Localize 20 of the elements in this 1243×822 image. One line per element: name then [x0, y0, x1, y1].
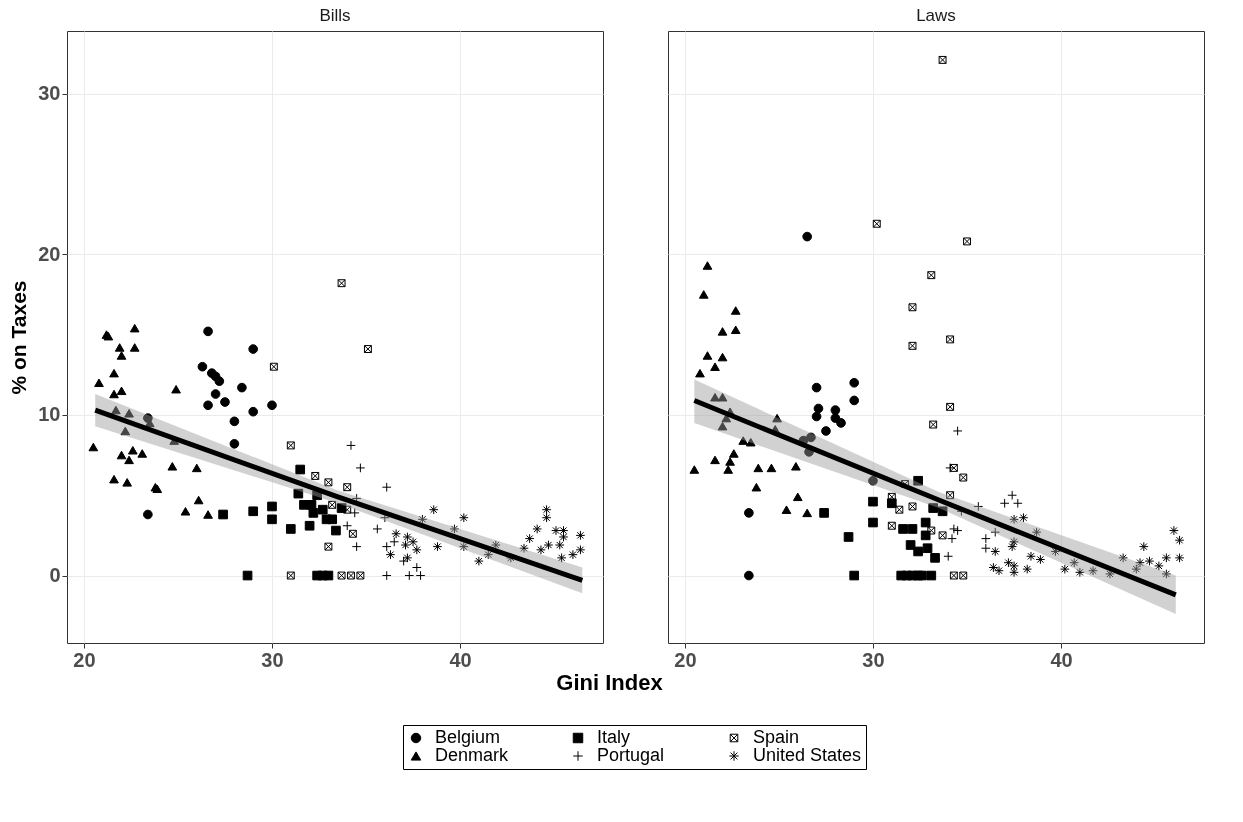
chart-title: Bills: [319, 6, 351, 25]
x-tick-label: 40: [449, 648, 472, 671]
legend-label: Italy: [597, 727, 631, 747]
y-tick-label: 30: [38, 82, 61, 105]
y-axis-title: % on Taxes: [7, 280, 31, 395]
legend-label: United States: [753, 745, 862, 765]
x-axis-title: Gini Index: [556, 669, 664, 695]
y-tick-label: 20: [38, 242, 61, 265]
chart-title: Laws: [916, 6, 956, 25]
legend-label: Belgium: [435, 727, 501, 747]
x-tick-label: 30: [261, 648, 284, 671]
y-tick-label: 10: [38, 403, 61, 426]
x-tick-label: 20: [73, 648, 96, 671]
y-tick-label: 0: [49, 564, 61, 587]
x-tick-label: 30: [862, 648, 885, 671]
legend-label: Portugal: [597, 745, 665, 765]
x-tick-label: 40: [1050, 648, 1073, 671]
legend-label: Spain: [753, 727, 800, 747]
x-tick-label: 20: [674, 648, 697, 671]
legend-label: Denmark: [435, 745, 510, 765]
